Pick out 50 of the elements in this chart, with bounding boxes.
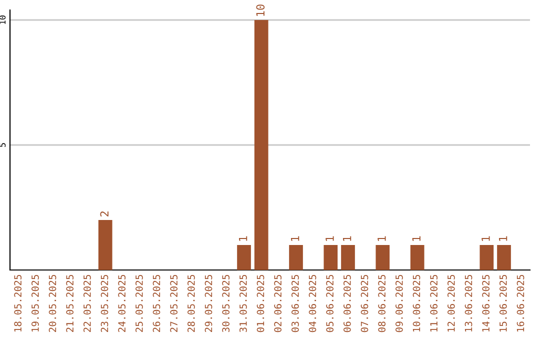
x-tick-label: 05.06.2025 bbox=[326, 274, 334, 332]
x-tick-label: 12.06.2025 bbox=[447, 274, 455, 332]
x-tick-label: 24.05.2025 bbox=[118, 274, 126, 332]
data-label: 1 bbox=[290, 236, 300, 241]
data-label: 1 bbox=[326, 236, 334, 241]
x-tick-label: 06.06.2025 bbox=[343, 274, 351, 332]
data-label: 10 bbox=[256, 4, 265, 16]
bar bbox=[289, 245, 303, 270]
x-tick-label: 23.05.2025 bbox=[100, 274, 108, 332]
x-tick-label: 16.06.2025 bbox=[516, 274, 524, 332]
data-label: 1 bbox=[482, 236, 490, 241]
bar bbox=[497, 245, 511, 270]
x-tick-label: 14.06.2025 bbox=[482, 274, 490, 332]
x-tick-label: 07.06.2025 bbox=[360, 274, 368, 332]
bar bbox=[324, 245, 338, 270]
data-label: 2 bbox=[100, 211, 108, 216]
x-tick-label: 10.06.2025 bbox=[412, 274, 420, 332]
x-tick-label: 20.05.2025 bbox=[48, 274, 56, 332]
x-tick-label: 22.05.2025 bbox=[83, 274, 91, 332]
bar bbox=[410, 245, 424, 270]
x-tick-label: 02.06.2025 bbox=[274, 274, 282, 332]
bar bbox=[480, 245, 494, 270]
bar bbox=[254, 20, 268, 270]
data-label: 1 bbox=[498, 236, 508, 241]
data-label: 1 bbox=[378, 236, 386, 241]
x-tick-label: 11.06.2025 bbox=[430, 274, 438, 332]
bar bbox=[376, 245, 390, 270]
x-tick-label: 27.05.2025 bbox=[170, 274, 178, 332]
data-label: 1 bbox=[412, 236, 420, 241]
x-tick-label: 26.05.2025 bbox=[152, 274, 160, 332]
x-tick-label: 08.06.2025 bbox=[378, 274, 386, 332]
x-tick-label: 28.05.2025 bbox=[187, 274, 195, 332]
x-tick-label: 25.05.2025 bbox=[135, 274, 143, 332]
x-tick-label: 18.05.2025 bbox=[14, 274, 22, 332]
x-tick-label: 30.05.2025 bbox=[222, 274, 230, 332]
x-tick-label: 29.05.2025 bbox=[204, 274, 212, 332]
x-tick-label: 31.05.2025 bbox=[239, 274, 247, 332]
x-tick-label: 09.06.2025 bbox=[395, 274, 403, 332]
x-tick-label: 01.06.2025 bbox=[256, 274, 264, 332]
bar bbox=[237, 245, 251, 270]
x-tick-label: 19.05.2025 bbox=[31, 274, 39, 332]
data-label: 1 bbox=[342, 236, 352, 241]
x-tick-label: 21.05.2025 bbox=[66, 274, 74, 332]
bar bbox=[341, 245, 355, 270]
data-label: 1 bbox=[238, 236, 248, 241]
x-tick-label: 04.06.2025 bbox=[308, 274, 316, 332]
x-tick-label: 13.06.2025 bbox=[464, 274, 472, 332]
x-tick-label: 15.06.2025 bbox=[499, 274, 507, 332]
bar bbox=[98, 220, 112, 270]
x-tick-label: 03.06.2025 bbox=[291, 274, 299, 332]
